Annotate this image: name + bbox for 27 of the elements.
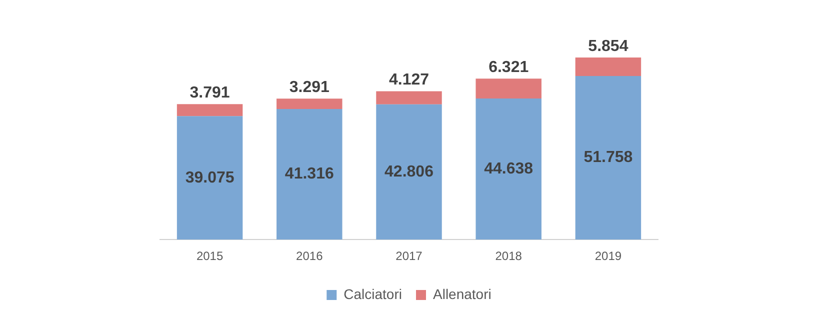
data-label: 5.854 (588, 38, 628, 55)
bar (176, 104, 243, 116)
bar (575, 58, 642, 76)
data-label: 3.791 (190, 84, 230, 102)
data-label: 51.758 (584, 149, 633, 166)
legend-label: Calciatori (344, 286, 402, 302)
bar (376, 104, 442, 240)
x-tick-label: 2015 (196, 249, 224, 264)
bar (376, 91, 442, 104)
bar (476, 98, 542, 240)
bar (575, 76, 642, 240)
bar (276, 98, 342, 110)
x-tick-label: 2016 (296, 249, 324, 264)
data-label: 3.291 (289, 79, 330, 96)
x-tick-label: 2018 (495, 249, 522, 264)
bar (176, 116, 243, 240)
bar (276, 109, 342, 240)
x-tick-label: 2019 (594, 249, 622, 264)
data-label: 6.321 (488, 58, 529, 76)
data-label: 42.806 (384, 163, 434, 180)
bar (476, 78, 542, 99)
data-label: 44.638 (484, 160, 534, 178)
legend-label: Allenatori (432, 286, 492, 302)
data-label: 39.075 (185, 169, 234, 186)
x-tick-label: 2017 (396, 249, 423, 264)
data-label: 4.127 (388, 72, 430, 89)
data-label: 41.316 (284, 166, 334, 183)
